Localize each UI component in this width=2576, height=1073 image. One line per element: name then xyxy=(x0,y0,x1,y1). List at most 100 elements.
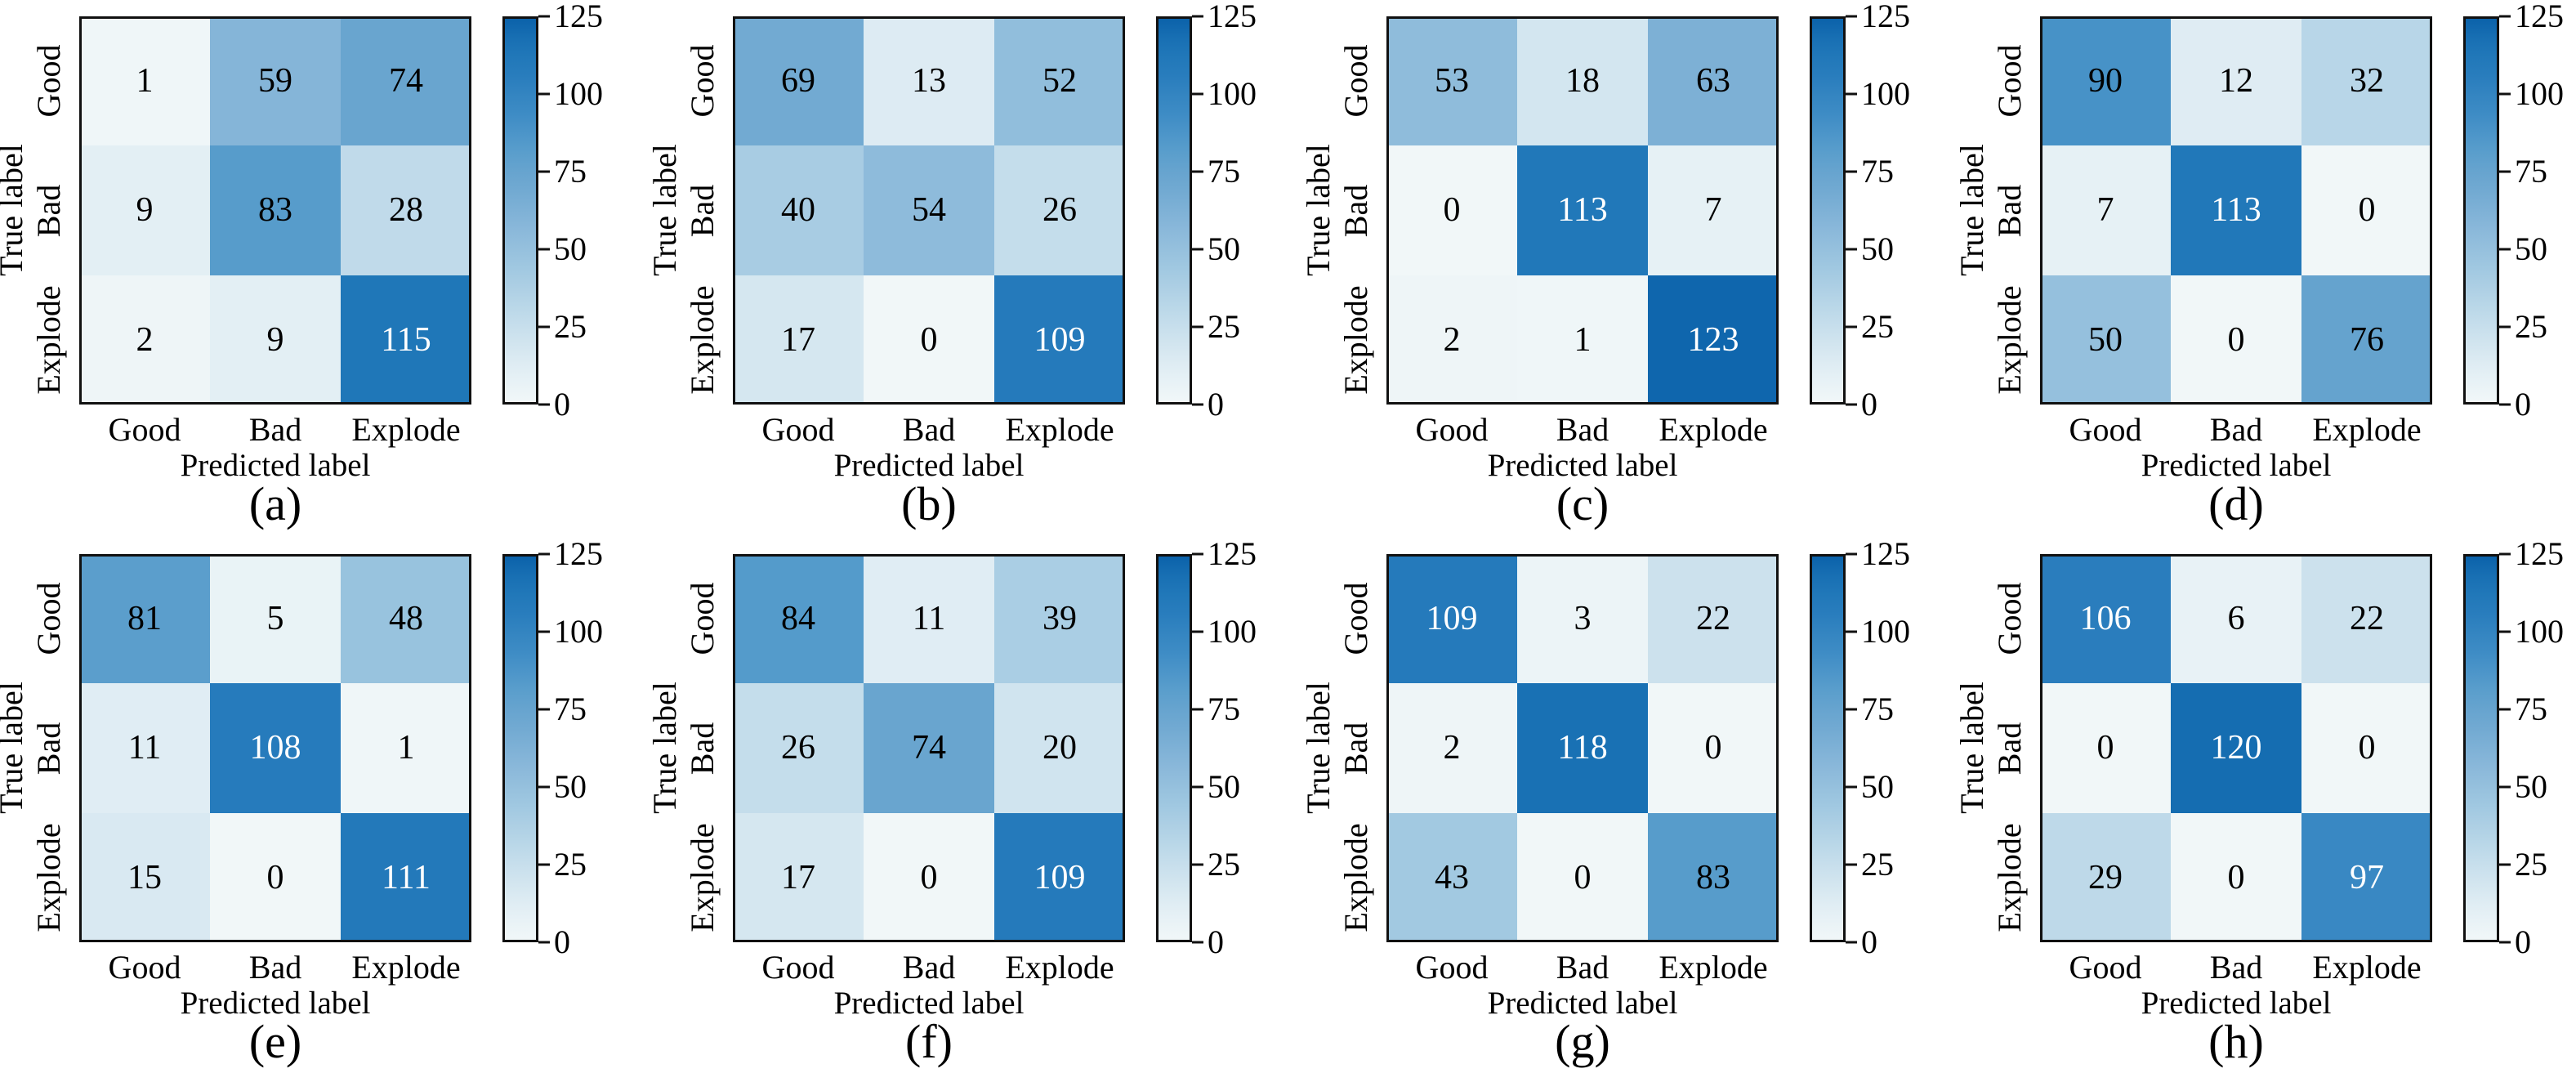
colorbar-tick xyxy=(538,863,550,866)
colorbar-tick-label: 25 xyxy=(2515,846,2547,883)
heatmap-cell: 0 xyxy=(2301,683,2432,813)
x-axis-label: Predicted label xyxy=(1487,448,1678,483)
colorbar-tick xyxy=(2499,403,2511,406)
colorbar-tick-label: 75 xyxy=(1861,691,1894,727)
heatmap-cell: 74 xyxy=(864,683,994,813)
heatmap-cell: 22 xyxy=(1648,554,1779,684)
heatmap-cell: 53 xyxy=(1386,16,1517,146)
colorbar-tick-label: 100 xyxy=(554,75,603,112)
panel-caption: (f) xyxy=(905,1015,953,1068)
heatmap-cell: 13 xyxy=(864,16,994,146)
heatmap-grid: 106 6 22 0 120 0 29 0 97 xyxy=(2040,554,2432,942)
colorbar-tick-label: 125 xyxy=(1208,535,1257,572)
colorbar-tick-label: 75 xyxy=(2515,153,2547,190)
colorbar-tick-label: 125 xyxy=(1208,0,1257,34)
heatmap-cell: 123 xyxy=(1648,275,1779,405)
heatmap-cell: 0 xyxy=(1517,812,1648,942)
x-tick-label: Bad xyxy=(2209,949,2263,986)
heatmap-cell: 115 xyxy=(341,275,471,405)
colorbar-tick-label: 0 xyxy=(2515,923,2531,960)
heatmap-cell: 18 xyxy=(1517,16,1648,146)
colorbar-tick-label: 50 xyxy=(1208,768,1240,805)
y-axis-label: True label xyxy=(0,682,29,814)
heatmap-cell: 1 xyxy=(341,683,471,813)
colorbar-tick-label: 50 xyxy=(2515,768,2547,805)
colorbar-tick-label: 0 xyxy=(2515,386,2531,422)
colorbar-tick-label: 25 xyxy=(2515,308,2547,345)
heatmap-cell: 17 xyxy=(733,812,864,942)
colorbar-tick-label: 25 xyxy=(1861,308,1894,345)
colorbar-tick-label: 75 xyxy=(554,153,587,190)
y-tick-label: Good xyxy=(684,582,721,655)
confusion-matrix-panel: 90 12 32 7 113 0 50 0 76 Good Bad Explode Good Bad Exp… xyxy=(1953,0,2576,535)
x-axis-label: Predicted label xyxy=(1487,986,1678,1021)
colorbar-tick xyxy=(1192,785,1203,789)
panel-caption: (a) xyxy=(248,477,302,530)
colorbar-tick xyxy=(538,630,550,633)
heatmap-cell: 76 xyxy=(2301,275,2432,405)
colorbar-tick xyxy=(1846,92,1857,96)
y-tick-label: Good xyxy=(684,44,721,118)
heatmap-cell: 84 xyxy=(733,554,864,684)
y-axis-label: True label xyxy=(1953,682,1990,814)
heatmap-cell: 11 xyxy=(864,554,994,684)
colorbar-tick-label: 100 xyxy=(2515,75,2564,112)
heatmap-grid: 109 3 22 2 118 0 43 0 83 xyxy=(1386,554,1779,942)
colorbar-tick xyxy=(2499,863,2511,866)
y-tick-label: Explode xyxy=(684,285,721,395)
colorbar xyxy=(1156,554,1192,942)
colorbar-tick xyxy=(538,785,550,789)
colorbar-tick-label: 0 xyxy=(1861,386,1877,422)
colorbar-tick xyxy=(1846,403,1857,406)
colorbar-tick-label: 25 xyxy=(554,308,587,345)
colorbar xyxy=(2463,554,2499,942)
heatmap-cell: 83 xyxy=(210,145,341,275)
heatmap-cell: 108 xyxy=(210,683,341,813)
colorbar-tick-label: 25 xyxy=(1861,846,1894,883)
colorbar-tick xyxy=(1192,941,1203,944)
x-tick-label: Good xyxy=(108,411,181,448)
y-tick-label: Explode xyxy=(30,823,67,932)
colorbar xyxy=(502,16,538,405)
y-tick-label: Bad xyxy=(30,722,67,775)
x-axis-label: Predicted label xyxy=(2141,986,2332,1021)
y-axis-label: True label xyxy=(1300,682,1337,814)
colorbar-tick xyxy=(1192,630,1203,633)
colorbar-tick-label: 125 xyxy=(2515,0,2564,34)
colorbar-tick xyxy=(2499,92,2511,96)
x-tick-label: Explode xyxy=(351,949,461,986)
y-tick-label: Good xyxy=(1991,44,2028,118)
heatmap-cell: 7 xyxy=(1648,145,1779,275)
colorbar-tick-label: 50 xyxy=(554,230,587,267)
colorbar-tick-label: 50 xyxy=(554,768,587,805)
colorbar-tick-label: 100 xyxy=(2515,613,2564,650)
colorbar-tick xyxy=(2499,15,2511,18)
heatmap-cell: 69 xyxy=(733,16,864,146)
heatmap-cell: 1 xyxy=(79,16,210,146)
heatmap-cell: 109 xyxy=(994,275,1125,405)
heatmap-cell: 2 xyxy=(1386,275,1517,405)
panel-caption: (d) xyxy=(2208,477,2264,530)
colorbar-tick-label: 75 xyxy=(1208,691,1240,727)
colorbar-tick xyxy=(538,552,550,556)
colorbar-tick xyxy=(2499,630,2511,633)
colorbar-tick-label: 125 xyxy=(1861,0,1910,34)
colorbar-tick-label: 50 xyxy=(2515,230,2547,267)
heatmap-cell: 2 xyxy=(79,275,210,405)
colorbar-tick-label: 25 xyxy=(554,846,587,883)
y-tick-label: Bad xyxy=(1337,722,1374,775)
colorbar-tick xyxy=(1846,708,1857,711)
heatmap-cell: 0 xyxy=(2040,683,2171,813)
x-axis-label: Predicted label xyxy=(180,986,371,1021)
confusion-matrix-panel: 53 18 63 0 113 7 2 1 123 Good Bad Explode Good Bad Exp… xyxy=(1300,0,1961,535)
heatmap-cell: 28 xyxy=(341,145,471,275)
heatmap-cell: 39 xyxy=(994,554,1125,684)
y-tick-label: Bad xyxy=(30,184,67,237)
colorbar xyxy=(1810,16,1846,405)
heatmap-cell: 0 xyxy=(864,275,994,405)
heatmap-cell: 2 xyxy=(1386,683,1517,813)
heatmap-cell: 0 xyxy=(864,812,994,942)
y-tick-label: Explode xyxy=(684,823,721,932)
colorbar-tick xyxy=(1192,92,1203,96)
colorbar-tick-label: 100 xyxy=(554,613,603,650)
